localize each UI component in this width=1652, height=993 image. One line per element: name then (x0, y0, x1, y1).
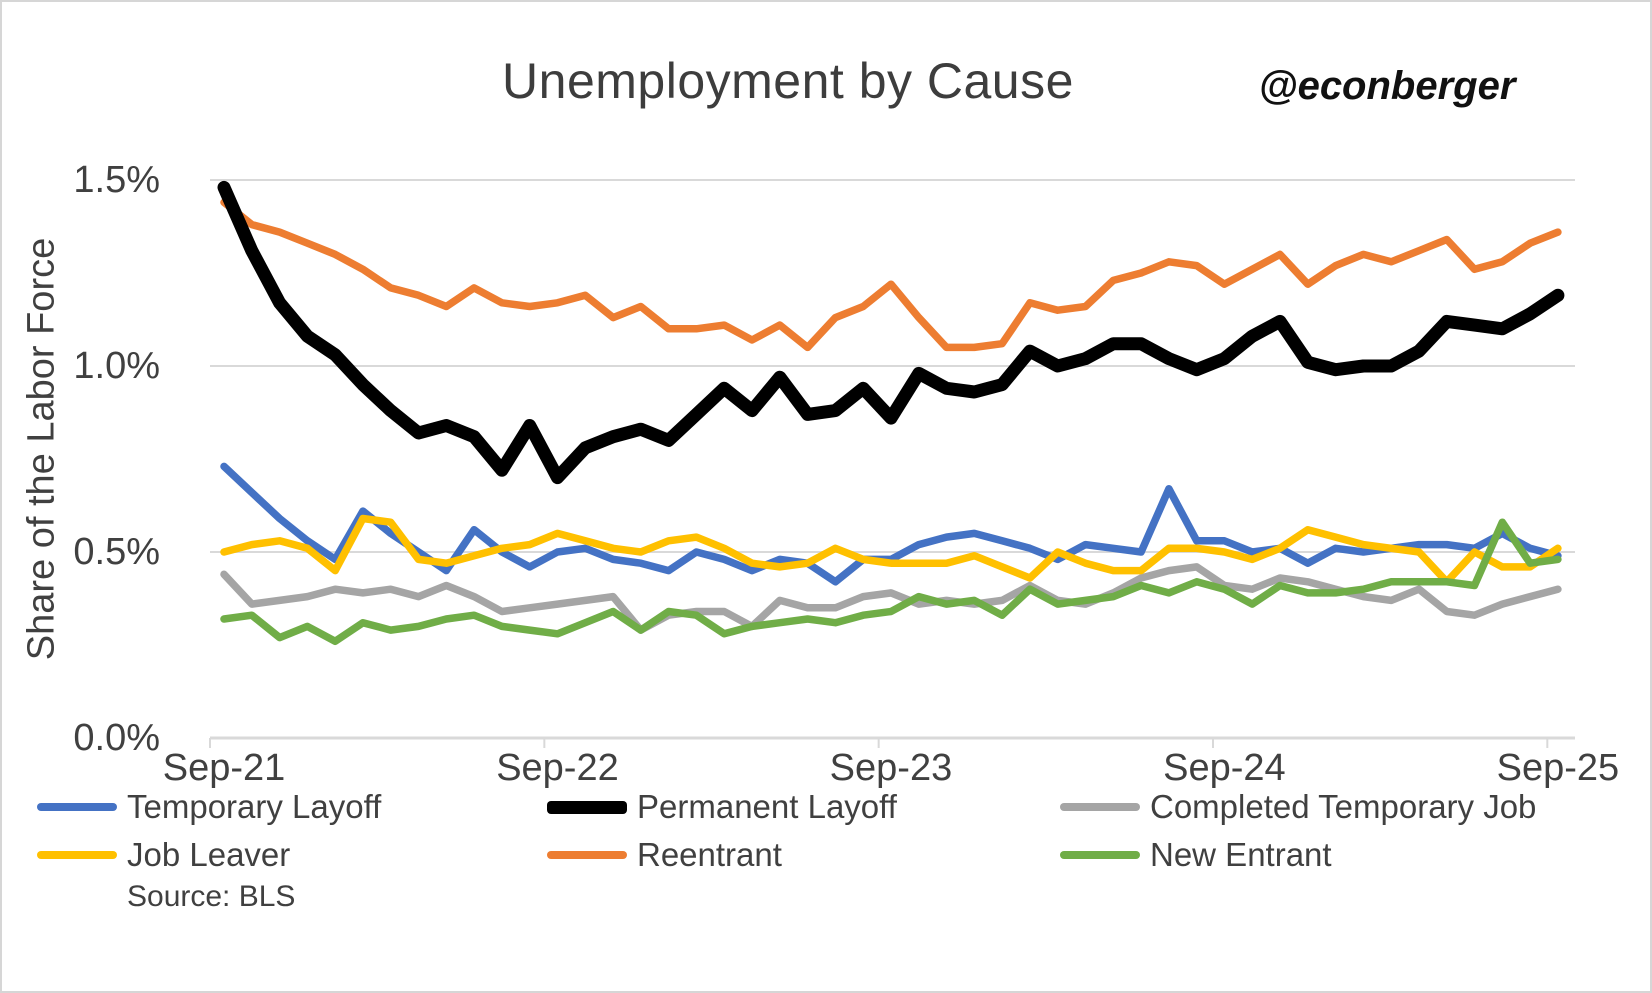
legend-label: Reentrant (637, 836, 782, 873)
temporary-layoff-line (220, 462, 1562, 586)
chart-title: Unemployment by Cause (502, 53, 1074, 109)
completed-temporary-job-line-swatch (1060, 803, 1140, 811)
legend-label: Completed Temporary Job (1150, 788, 1537, 825)
job-leaver-line (220, 514, 1562, 586)
x-tick-label-Sep-21: Sep-21 (162, 747, 286, 789)
x-tick-label-Sep-23: Sep-23 (829, 747, 953, 789)
reentrant-line (220, 198, 1562, 352)
x-tick-label-Sep-22: Sep-22 (496, 747, 619, 789)
y-tick-label-0.5%: 0.5% (73, 531, 160, 573)
job-leaver-line-swatch (37, 851, 117, 859)
author-handle: @econberger (1258, 64, 1516, 108)
x-tick-label-Sep-25: Sep-25 (1496, 747, 1620, 789)
source-note: Source: BLS (127, 880, 296, 913)
permanent-layoff-line (217, 180, 1565, 485)
legend-item-reentrant: Reentrant (547, 833, 782, 877)
y-tick-label-1.0%: 1.0% (73, 345, 160, 387)
permanent-layoff-line-swatch (547, 800, 627, 814)
completed-temporary-job-line (220, 563, 1562, 634)
y-tick-label-1.5%: 1.5% (73, 159, 160, 201)
legend-label: Job Leaver (127, 836, 291, 873)
legend-label: Temporary Layoff (127, 788, 382, 825)
legend-item-temporary-layoff: Temporary Layoff (37, 785, 381, 829)
new-entrant-line (220, 518, 1562, 646)
new-entrant-line-swatch (1060, 851, 1140, 859)
reentrant-line-swatch (547, 851, 627, 859)
legend-item-permanent-layoff: Permanent Layoff (547, 785, 897, 829)
legend-item-completed-temporary-job: Completed Temporary Job (1060, 785, 1536, 829)
temporary-layoff-line-swatch (37, 803, 117, 811)
legend-item-new-entrant: New Entrant (1060, 833, 1332, 877)
legend-label: New Entrant (1150, 836, 1332, 873)
y-tick-label-0.0%: 0.0% (73, 717, 160, 759)
legend-item-job-leaver: Job Leaver (37, 833, 290, 877)
legend-label: Permanent Layoff (637, 788, 897, 825)
x-tick-label-Sep-24: Sep-24 (1163, 747, 1286, 789)
